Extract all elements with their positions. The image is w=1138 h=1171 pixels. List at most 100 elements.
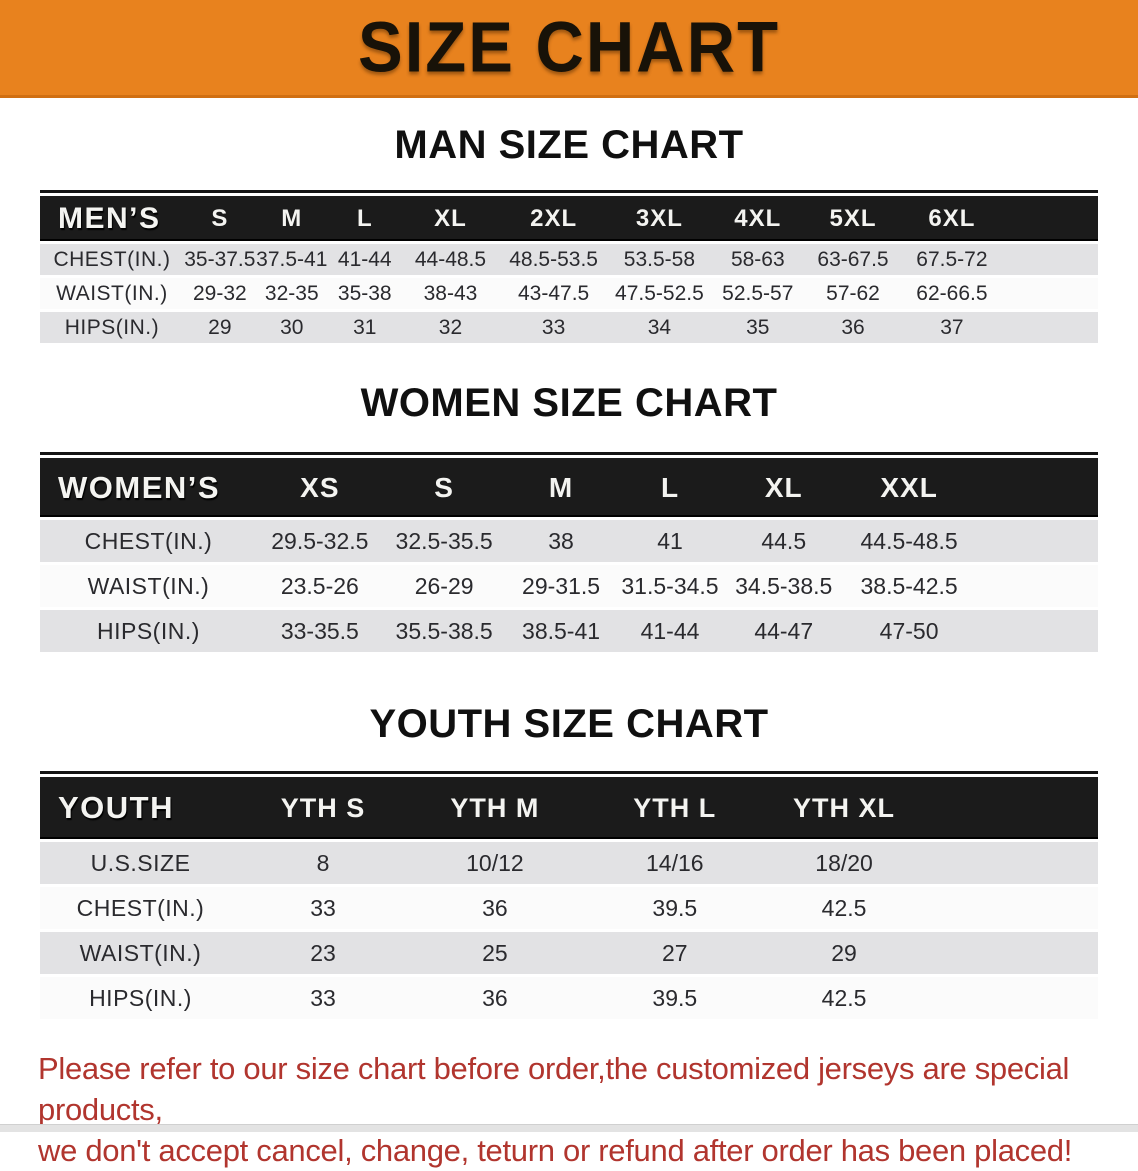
measurement-row: WAIST(IN.) 29-32 32-35 35-38 38-43 43-47.5 47.… [40,278,1098,309]
size-value: 35-38 [327,278,402,309]
size-value: 48.5-53.5 [499,244,609,275]
size-value: 29-32 [183,278,256,309]
measurement-row: HIPS(IN.) 29 30 31 32 33 34 35 36 37 [40,312,1098,343]
mens-size-table: MEN’S S M L XL 2XL 3XL 4XL 5XL 6XL CHEST(IN.) 35-37… [40,193,1098,346]
size-value: 44.5 [723,520,845,562]
size-value: 44-48.5 [401,244,500,275]
size-value: 23 [241,932,405,974]
banner: SIZE CHART [0,0,1138,98]
size-value: 41 [616,520,724,562]
size-value: 8 [241,842,405,884]
size-value: 35.5-38.5 [382,610,506,652]
size-value: 27 [584,932,765,974]
row-spacer-cell [1002,312,1098,343]
man-size-section: MAN SIZE CHART MEN’S S M L XL 2XL 3XL 4XL 5XL 6XL… [0,122,1138,346]
column-header: M [255,196,328,241]
table-header-label: WOMEN’S [40,458,257,517]
column-header: YTH S [241,777,405,839]
column-header: S [183,196,256,241]
size-value: 35 [710,312,805,343]
header-spacer-cell [923,777,1098,839]
header-spacer-cell [1002,196,1098,241]
table-header-label: MEN’S [40,196,184,241]
measurement-row: WAIST(IN.) 23.5-26 26-29 29-31.5 31.5-34.5 34… [40,565,1098,607]
column-header: 2XL [499,196,609,241]
size-value: 67.5-72 [901,244,1003,275]
measurement-row: CHEST(IN.) 35-37.5 37.5-41 41-44 44-48.5 48.5… [40,244,1098,275]
womens-size-table: WOMEN’S XS S M L XL XXL CHEST(IN.) 29.5-32.5 32.5… [40,455,1098,655]
column-header: L [327,196,402,241]
column-header: 4XL [710,196,805,241]
row-label: HIPS(IN.) [40,610,257,652]
youth-size-table-wrap: YOUTH YTH S YTH M YTH L YTH XL U.S.SIZE 8 10/12… [40,771,1098,1022]
size-value: 35-37.5 [183,244,256,275]
size-value: 36 [405,887,585,929]
row-label: WAIST(IN.) [40,932,242,974]
size-value: 39.5 [584,887,765,929]
size-value: 33-35.5 [256,610,383,652]
size-value: 30 [255,312,328,343]
size-value: 52.5-57 [710,278,805,309]
measurement-row: CHEST(IN.) 33 36 39.5 42.5 [40,887,1098,929]
column-header: YTH M [405,777,585,839]
row-spacer-cell [923,977,1098,1019]
table-header-label: YOUTH [40,777,242,839]
size-value: 43-47.5 [499,278,609,309]
column-header: YTH L [584,777,765,839]
column-header: 3XL [608,196,711,241]
column-header: XL [401,196,500,241]
man-section-heading: MAN SIZE CHART [394,123,744,167]
size-value: 44.5-48.5 [844,520,975,562]
row-label: WAIST(IN.) [40,565,257,607]
size-value: 34.5-38.5 [723,565,845,607]
size-value: 47.5-52.5 [608,278,711,309]
size-value: 29.5-32.5 [256,520,383,562]
table-header-row: MEN’S S M L XL 2XL 3XL 4XL 5XL 6XL [40,196,1098,241]
size-value: 37 [901,312,1003,343]
measurement-row: HIPS(IN.) 33 36 39.5 42.5 [40,977,1098,1019]
women-section-heading: WOMEN SIZE CHART [360,381,778,425]
size-value: 32-35 [255,278,328,309]
size-value: 44-47 [723,610,845,652]
size-value: 32.5-35.5 [382,520,506,562]
table-header-row: YOUTH YTH S YTH M YTH L YTH XL [40,777,1098,839]
size-value: 38.5-41 [505,610,617,652]
row-spacer-cell [1002,244,1098,275]
size-value: 25 [405,932,585,974]
size-value: 53.5-58 [608,244,711,275]
youth-size-table: YOUTH YTH S YTH M YTH L YTH XL U.S.SIZE 8 10/12… [40,774,1098,1022]
measurement-row: HIPS(IN.) 33-35.5 35.5-38.5 38.5-41 41-44 44-… [40,610,1098,652]
table-top-border [40,190,1098,193]
measurement-row: CHEST(IN.) 29.5-32.5 32.5-35.5 38 41 44.5 44.5… [40,520,1098,562]
size-value: 38.5-42.5 [844,565,975,607]
banner-title: SIZE CHART [358,7,780,88]
size-value: 42.5 [764,977,924,1019]
size-value: 36 [405,977,585,1019]
size-value: 33 [241,977,405,1019]
youth-section-heading: YOUTH SIZE CHART [369,702,769,746]
column-header: 5XL [804,196,902,241]
size-value: 37.5-41 [255,244,328,275]
column-header: 6XL [901,196,1003,241]
row-label: CHEST(IN.) [40,520,257,562]
size-value: 42.5 [764,887,924,929]
column-header: XXL [844,458,975,517]
table-header-row: WOMEN’S XS S M L XL XXL [40,458,1098,517]
size-value: 26-29 [382,565,506,607]
size-value: 33 [499,312,609,343]
column-header: XS [256,458,383,517]
womens-size-table-wrap: WOMEN’S XS S M L XL XXL CHEST(IN.) 29.5-32.5 32.5… [40,452,1098,655]
disclaimer-line-2: we don't accept cancel, change, teturn o… [38,1133,1073,1168]
table-top-border [40,771,1098,774]
size-value: 32 [401,312,500,343]
bottom-edge-strip [0,1124,1138,1132]
row-spacer-cell [1002,278,1098,309]
women-size-section: WOMEN SIZE CHART WOMEN’S XS S M L XL XXL CHEST(… [0,380,1138,655]
size-value: 23.5-26 [256,565,383,607]
row-spacer-cell [923,932,1098,974]
size-value: 36 [804,312,902,343]
size-value: 41-44 [327,244,402,275]
row-spacer-cell [974,520,1098,562]
row-label: HIPS(IN.) [40,977,242,1019]
